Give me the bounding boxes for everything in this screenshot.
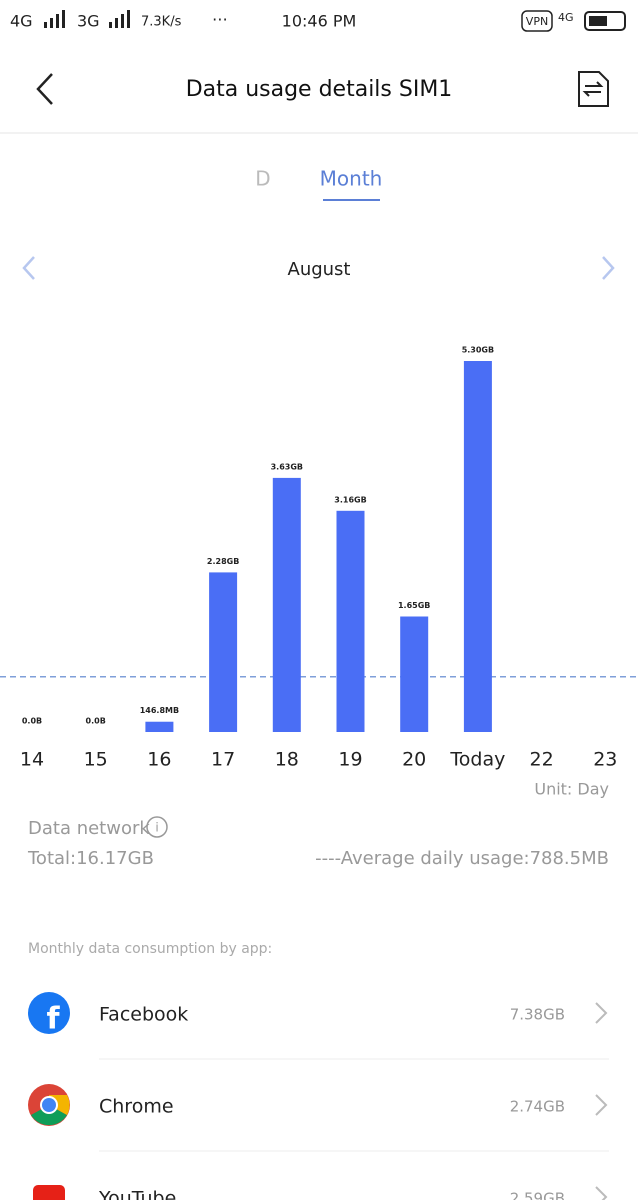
signal-icon xyxy=(109,10,130,28)
x-tick-label: 15 xyxy=(84,749,108,771)
back-button[interactable] xyxy=(36,73,53,105)
app-chevron[interactable] xyxy=(595,1002,608,1024)
status-network: 4G xyxy=(558,11,574,24)
summary-title: Data network xyxy=(28,818,150,839)
x-tick-label: 17 xyxy=(211,749,235,771)
status-vpn: VPN xyxy=(526,15,548,28)
app-name: Chrome xyxy=(99,1096,174,1118)
value-label: 0.0B xyxy=(22,717,42,726)
youtube-icon xyxy=(33,1185,65,1200)
tab[interactable]: D xyxy=(255,167,270,191)
facebook-icon: f xyxy=(28,992,70,1037)
bar xyxy=(336,510,365,732)
month-label: August xyxy=(288,259,351,280)
info-icon[interactable] xyxy=(146,816,168,838)
x-tick-label: 20 xyxy=(402,749,426,771)
app-chevron[interactable] xyxy=(595,1094,608,1116)
app-usage: 7.38GB xyxy=(510,1006,565,1024)
unit-label: Unit: Day xyxy=(534,780,609,799)
svg-text:f: f xyxy=(46,1002,60,1037)
bar xyxy=(209,572,238,732)
app-usage: 2.59GB xyxy=(510,1190,565,1200)
value-label: 1.65GB xyxy=(398,601,430,610)
x-tick-label: 16 xyxy=(147,749,171,771)
battery-level xyxy=(589,16,607,26)
page-title: Data usage details SIM1 xyxy=(186,77,453,102)
app-name: Facebook xyxy=(99,1004,188,1026)
x-tick-label: 14 xyxy=(20,749,44,771)
prev-month[interactable] xyxy=(22,256,35,280)
battery-icon xyxy=(584,11,626,31)
value-label: 0.0B xyxy=(86,717,106,726)
chart: 14 0.0B 15 0.0B 16 146.8MB 17 2.28GB 18 3.63GB 19 3… xyxy=(0,346,638,771)
x-tick-label: 22 xyxy=(530,749,554,771)
value-label: 2.28GB xyxy=(207,557,239,566)
status-dots: ⋯ xyxy=(212,10,228,29)
bar xyxy=(145,721,174,732)
x-tick-label: 23 xyxy=(593,749,617,771)
switch-sim-button[interactable] xyxy=(578,71,609,107)
status-time: 10:46 PM xyxy=(282,12,357,31)
value-label: 3.16GB xyxy=(334,495,366,504)
chrome-icon xyxy=(28,1084,70,1126)
status-network: 4G xyxy=(10,12,33,31)
summary-average: ----Average daily usage:788.5MB xyxy=(315,848,609,869)
vpn-badge xyxy=(521,10,553,32)
app-list: Facebook 7.38GB Chrome 2.74GB YouTube 2.59GB xyxy=(98,1002,609,1200)
next-month[interactable] xyxy=(602,256,615,280)
bar xyxy=(463,361,492,732)
bar xyxy=(400,616,429,732)
x-tick-label: 19 xyxy=(338,749,362,771)
value-label: 3.63GB xyxy=(271,462,303,471)
info-glyph: i xyxy=(155,821,158,835)
value-label: 146.8MB xyxy=(140,706,179,715)
status-network: 3G xyxy=(77,12,100,31)
status-speed: 7.3K/s xyxy=(141,15,182,30)
x-tick-label: 18 xyxy=(275,749,299,771)
x-tick-label: Today xyxy=(449,749,505,771)
bar xyxy=(272,477,301,732)
tab-active[interactable]: Month xyxy=(320,167,383,191)
app-chevron[interactable] xyxy=(595,1186,608,1200)
app-name: YouTube xyxy=(98,1188,176,1200)
summary-total: Total:16.17GB xyxy=(27,848,154,869)
apps-heading: Monthly data consumption by app: xyxy=(28,941,272,957)
signal-icon xyxy=(44,10,65,28)
app-usage: 2.74GB xyxy=(510,1098,565,1116)
value-label: 5.30GB xyxy=(462,346,494,355)
